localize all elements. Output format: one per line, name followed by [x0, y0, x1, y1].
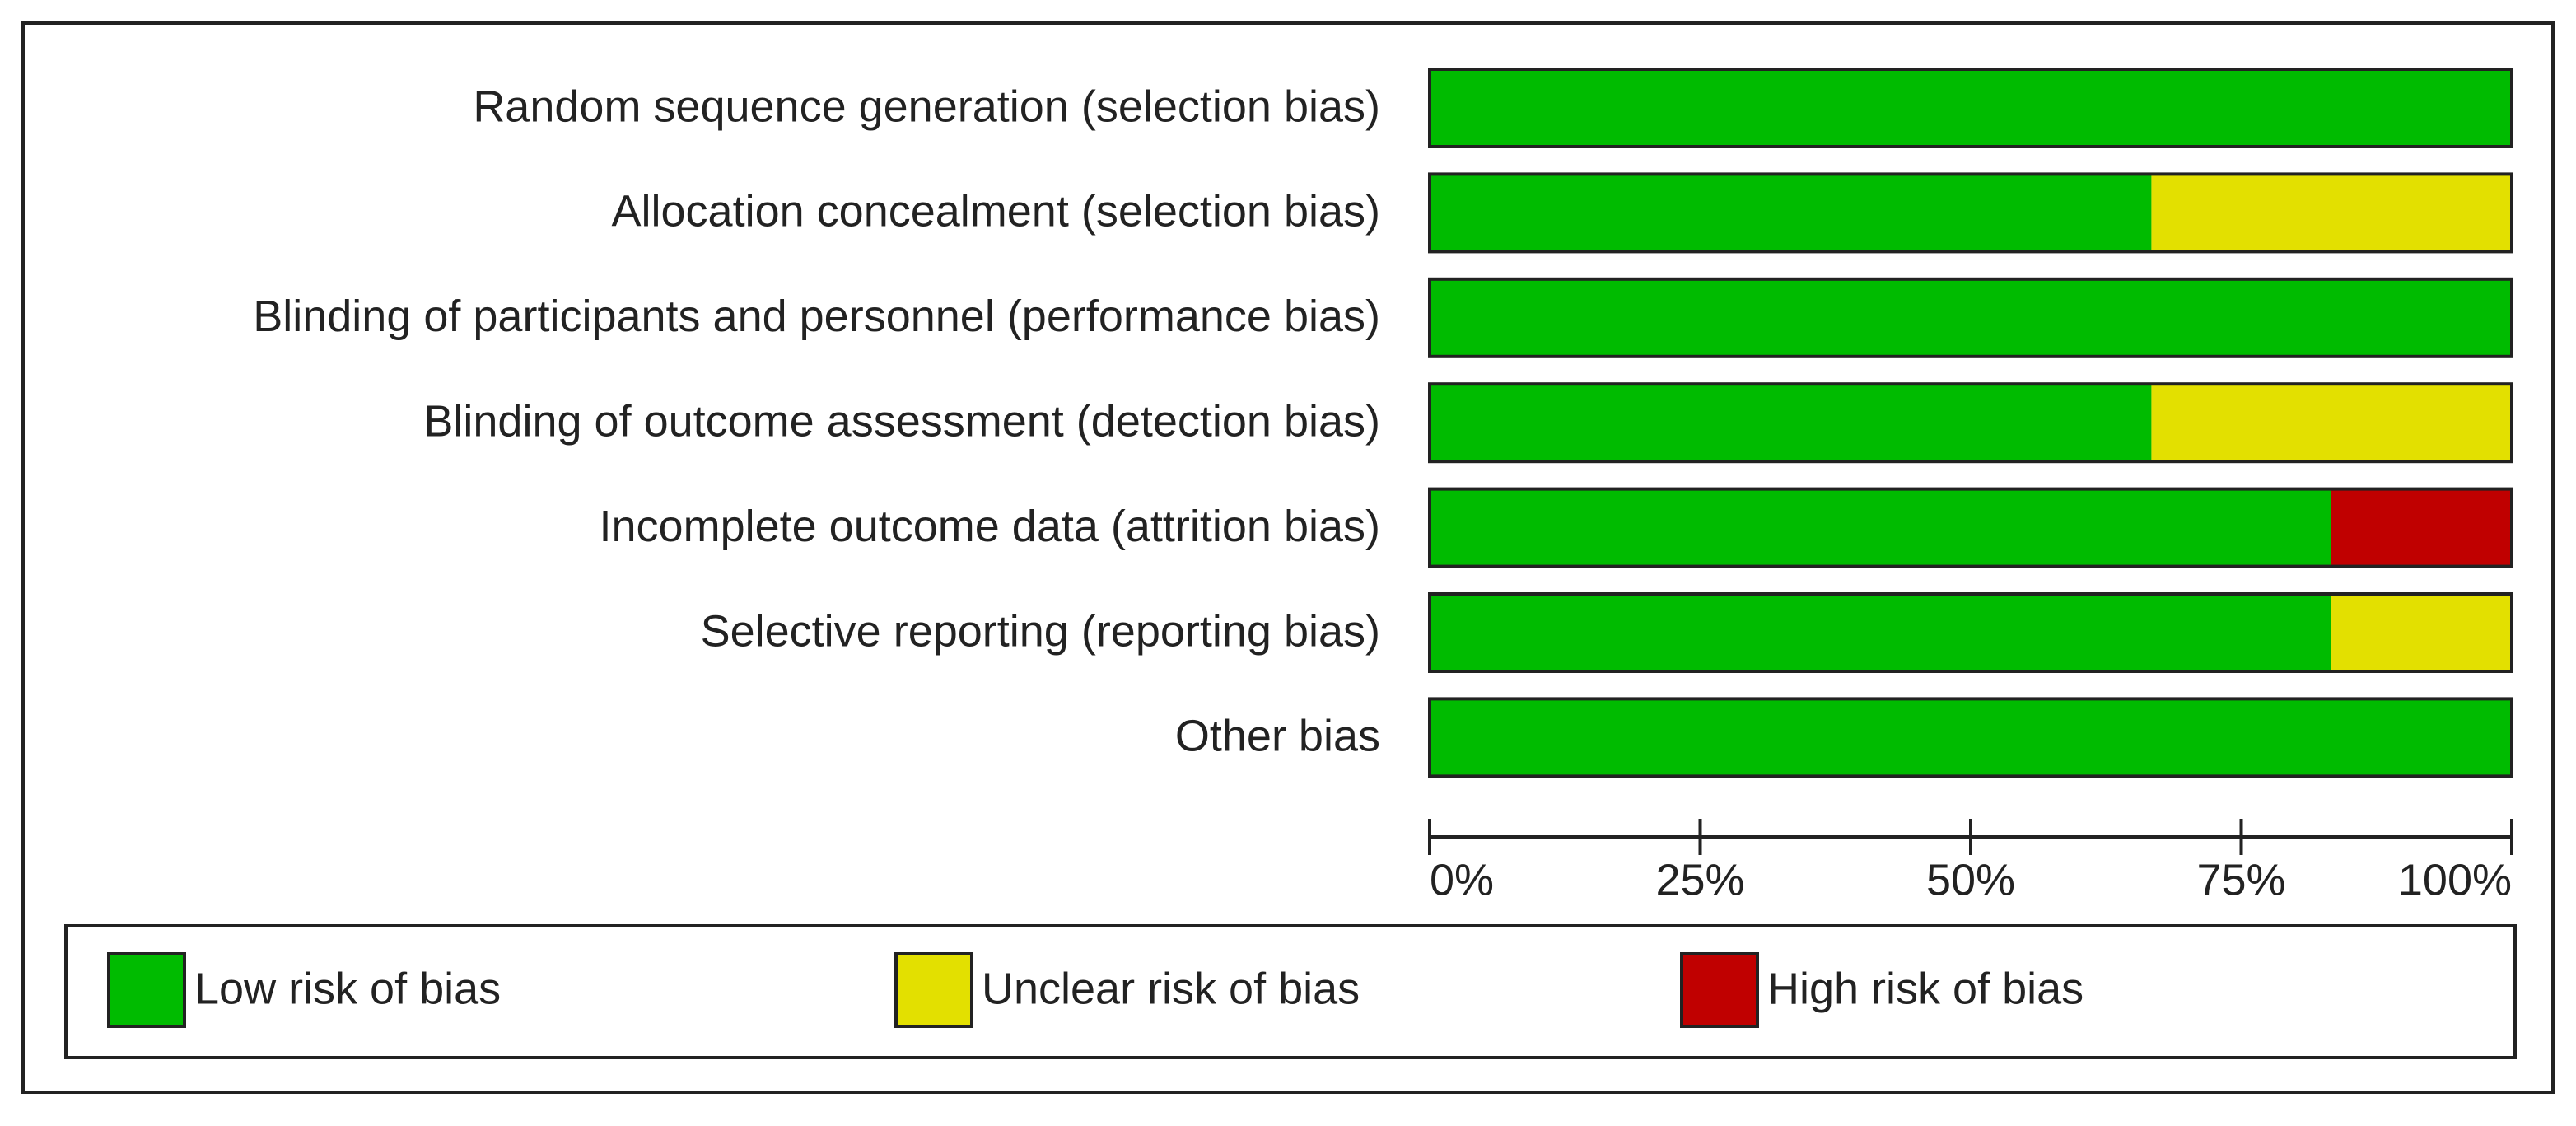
category-label: Blinding of outcome assessment (detectio… [423, 396, 1380, 446]
bar-segment [2151, 384, 2512, 462]
legend-box [64, 924, 2517, 1059]
bar-segment [1430, 488, 2331, 567]
bar-segment [1430, 384, 2152, 462]
x-tick-label: 100% [2398, 855, 2512, 904]
legend-label: Unclear risk of bias [982, 964, 1360, 1013]
category-label: Blinding of participants and personnel (… [253, 292, 1380, 341]
x-tick-label: 25% [1655, 855, 1744, 904]
bar-outline [1428, 382, 2513, 464]
legend-label: Low risk of bias [194, 964, 501, 1013]
category-label: Allocation concealment (selection bias) [612, 187, 1380, 236]
legend-swatch [894, 952, 973, 1028]
x-tick-label: 50% [1926, 855, 2015, 904]
bar-segment [1430, 174, 2152, 252]
bar-outline [1428, 172, 2513, 254]
category-label: Incomplete outcome data (attrition bias) [600, 502, 1380, 551]
category-label: Other bias [1175, 712, 1380, 761]
legend-swatch [107, 952, 186, 1028]
bar-segment [1430, 698, 2512, 777]
legend-swatch [1680, 952, 1759, 1028]
bar-segment [1430, 278, 2512, 357]
category-label: Random sequence generation (selection bi… [473, 82, 1380, 131]
bar-outline [1428, 592, 2513, 673]
x-tick-label: 75% [2196, 855, 2285, 904]
bar-segment [2331, 488, 2512, 567]
bar-segment [1430, 594, 2331, 671]
bar-outline [1428, 697, 2513, 778]
bar-outline [1428, 487, 2513, 568]
bar-segment [2331, 594, 2512, 671]
bar-segment [2151, 174, 2512, 252]
legend-label: High risk of bias [1767, 964, 2084, 1013]
bar-outline [1428, 277, 2513, 358]
bar-outline [1428, 68, 2513, 148]
x-tick-label: 0% [1430, 855, 1494, 904]
bar-segment [1430, 69, 2512, 147]
category-label: Selective reporting (reporting bias) [701, 606, 1380, 656]
